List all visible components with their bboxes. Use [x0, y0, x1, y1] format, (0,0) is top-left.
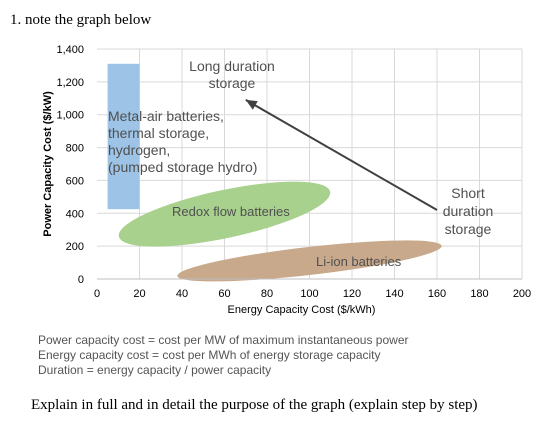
axis-ticks: 0 20 40 60 80 100 120 140 160 180 200 0 200 400 600 800… — [56, 44, 531, 300]
long-duration-label: Long duration storage — [189, 58, 275, 91]
arrow-shaft — [245, 99, 438, 211]
region-labels: Metal-air batteries, thermal storage, hydr… — [108, 58, 493, 269]
x-tick-label: 0 — [94, 288, 100, 300]
arrow-head — [245, 99, 258, 110]
definitions-block: Power capacity cost = cost per MW of max… — [38, 333, 408, 378]
y-axis-label: Power Capacity Cost ($/kW) — [42, 91, 54, 237]
li-ion-label: Li-ion batteries — [316, 254, 402, 269]
y-tick-label: 0 — [78, 274, 84, 286]
short-duration-label-line: storage — [445, 221, 492, 237]
y-tick-label: 1,200 — [56, 77, 84, 89]
metal-air-region — [107, 63, 140, 210]
definition-duration: Duration = energy capacity / power capac… — [38, 363, 272, 377]
y-tick-label: 400 — [66, 208, 84, 220]
x-tick-label: 80 — [261, 288, 273, 300]
short-duration-label-line: Short — [451, 185, 485, 201]
chart-grid — [97, 48, 523, 279]
question-heading: 1. note the graph below — [10, 12, 152, 28]
metal-air-label-line: hydrogen, — [108, 142, 170, 158]
long-duration-label-line: storage — [209, 75, 256, 91]
x-axis-label: Energy Capacity Cost ($/kWh) — [228, 304, 376, 316]
x-tick-label: 100 — [300, 288, 318, 300]
y-tick-label: 600 — [66, 175, 84, 187]
short-duration-label: Short duration storage — [443, 185, 494, 237]
x-tick-label: 160 — [428, 288, 446, 300]
technology-regions — [107, 63, 442, 282]
y-tick-label: 800 — [66, 143, 84, 155]
x-tick-label: 200 — [513, 288, 531, 300]
x-tick-label: 140 — [385, 288, 403, 300]
li-ion-region — [177, 240, 442, 282]
x-tick-label: 120 — [343, 288, 361, 300]
x-tick-label: 20 — [133, 288, 145, 300]
redox-flow-label-line: Redox flow batteries — [172, 204, 290, 219]
y-tick-label: 1,000 — [56, 110, 84, 122]
explain-prompt: Explain in full and in detail the purpos… — [31, 397, 478, 413]
y-tick-label: 1,400 — [56, 44, 84, 56]
li-ion-label-line: Li-ion batteries — [316, 254, 402, 269]
y-tick-label: 200 — [66, 241, 84, 253]
x-tick-label: 180 — [470, 288, 488, 300]
metal-air-label: Metal-air batteries, thermal storage, hydr… — [108, 108, 257, 175]
capacity-cost-chart: 0 20 40 60 80 100 120 140 160 180 200 0 200 400 600 800… — [42, 44, 531, 316]
x-tick-label: 40 — [176, 288, 188, 300]
definition-energy-capacity-cost: Energy capacity cost = cost per MWh of e… — [38, 348, 381, 362]
metal-air-label-line: thermal storage, — [108, 125, 209, 141]
definition-power-capacity-cost: Power capacity cost = cost per MW of max… — [38, 333, 409, 347]
short-duration-label-line: duration — [443, 203, 494, 219]
metal-air-label-line: (pumped storage hydro) — [108, 159, 257, 175]
metal-air-label-line: Metal-air batteries, — [108, 108, 224, 124]
redox-flow-label: Redox flow batteries — [172, 204, 290, 219]
duration-arrow — [245, 99, 438, 211]
redox-flow-region — [118, 181, 331, 247]
long-duration-label-line: Long duration — [189, 58, 275, 74]
x-tick-label: 60 — [218, 288, 230, 300]
